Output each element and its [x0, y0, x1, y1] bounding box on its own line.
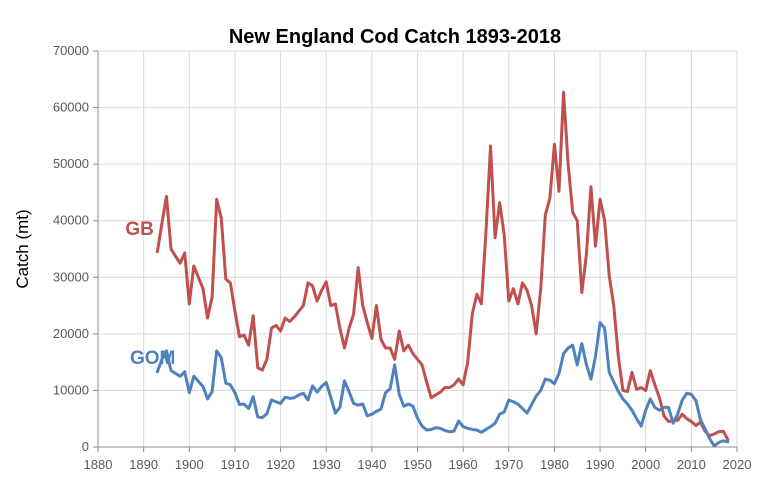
x-tick-label: 1970 [494, 457, 523, 472]
x-tick-label: 2000 [631, 457, 660, 472]
x-tick-label: 1930 [312, 457, 341, 472]
series-label-gb: GB [125, 219, 154, 240]
y-tick-label: 70000 [53, 43, 89, 58]
y-tick-label: 0 [82, 439, 89, 454]
y-tick-label: 20000 [53, 326, 89, 341]
y-axis-label: Catch (mt) [13, 209, 32, 288]
series-label-gom: GOM [130, 348, 175, 369]
y-tick-label: 10000 [53, 382, 89, 397]
y-tick-label: 30000 [53, 269, 89, 284]
x-tick-label: 1920 [266, 457, 295, 472]
y-tick-label: 40000 [53, 213, 89, 228]
axis-ticks: 1880 1890 1900 1910 1920 1930 1940 1950 1960 1970… [53, 43, 752, 472]
x-tick-label: 1910 [220, 457, 249, 472]
x-tick-label: 1900 [175, 457, 204, 472]
series-lines [155, 90, 730, 448]
x-tick-label: 1890 [129, 457, 158, 472]
series-labels: GB GOM [125, 219, 175, 369]
series-line-gom [155, 321, 730, 448]
x-tick-label: 1960 [449, 457, 478, 472]
x-tick-label: 1940 [357, 457, 386, 472]
chart-title: New England Cod Catch 1893-2018 [229, 26, 561, 48]
x-tick-label: 1950 [403, 457, 432, 472]
x-tick-label: 1990 [586, 457, 615, 472]
x-tick-label: 1980 [540, 457, 569, 472]
series-line-gb [155, 90, 730, 442]
y-tick-label: 60000 [53, 100, 89, 115]
grid-lines [98, 50, 738, 447]
y-tick-label: 50000 [53, 156, 89, 171]
x-tick-label: 1880 [84, 457, 113, 472]
x-tick-label: 2020 [723, 457, 752, 472]
x-tick-label: 2010 [677, 457, 706, 472]
